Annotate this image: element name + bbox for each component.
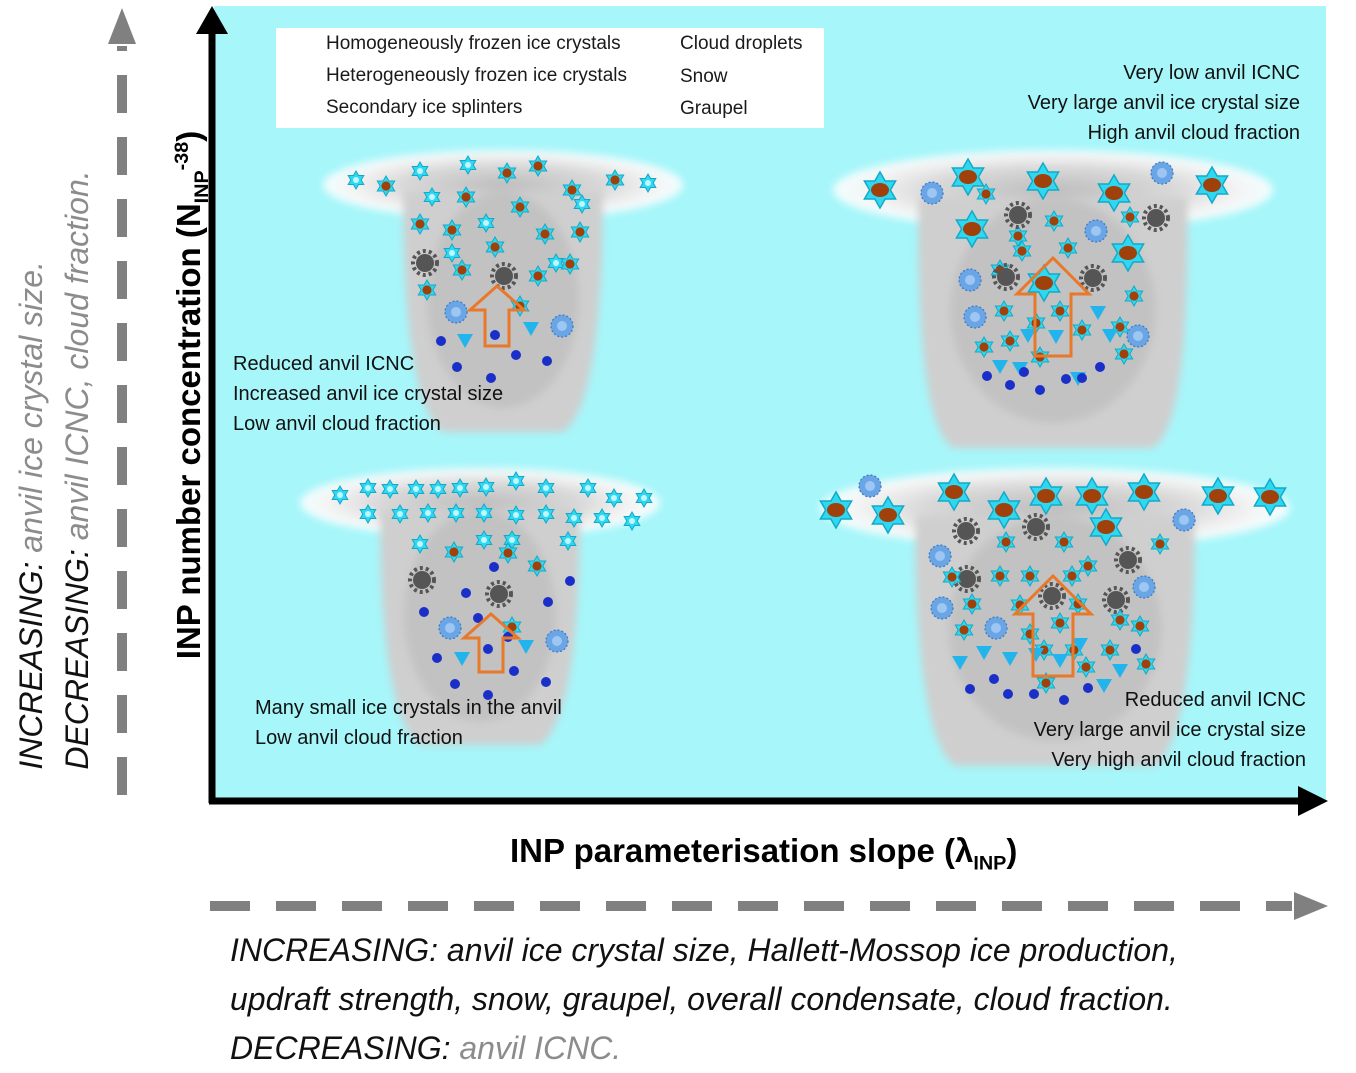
snow-icon — [958, 268, 982, 292]
droplet-icon — [1035, 385, 1045, 395]
snow-icon — [444, 300, 468, 324]
droplet-icon — [489, 562, 499, 572]
snow-icon — [920, 181, 944, 205]
droplet-icon — [1095, 362, 1105, 372]
note-line: Reduced anvil ICNC — [1124, 689, 1306, 711]
droplet-icon — [565, 576, 575, 586]
snow-icon — [1132, 575, 1156, 599]
x-trend-arrowhead — [1294, 892, 1328, 920]
note-top-right: Very low anvil ICNC Very large anvil ice… — [1028, 58, 1300, 148]
droplet-icon — [419, 607, 429, 617]
snow-icon — [984, 616, 1008, 640]
x-trend-increasing-label: INCREASING: — [230, 932, 439, 968]
droplet-icon — [1005, 380, 1015, 390]
x-axis-label: INP parameterisation slope (λINP) — [510, 832, 1018, 875]
x-trend-increasing-line1: anvil ice crystal size, Hallett-Mossop i… — [446, 932, 1178, 968]
y-trend-decreasing-label: DECREASING: — [59, 549, 95, 770]
snow-icon — [1172, 508, 1196, 532]
y-axis-arrowhead — [196, 6, 228, 34]
note-line: Very large anvil ice crystal size — [1027, 92, 1300, 114]
snow-icon — [858, 474, 882, 498]
y-axis-label: INP number concentration (NINP-38) — [170, 130, 213, 660]
legend: Homogeneously frozen ice crystals Hetero… — [276, 28, 824, 128]
x-axis-arrowhead — [1298, 786, 1328, 816]
y-trend-increasing-value: anvil ice crystal size. — [13, 261, 49, 553]
legend-homogeneous: Homogeneously frozen ice crystals — [326, 33, 621, 55]
y-trend-text: INCREASING: anvil ice crystal size. DECR… — [8, 170, 100, 769]
snow-icon — [1150, 161, 1174, 185]
note-line: Very high anvil cloud fraction — [1051, 749, 1306, 771]
legend-heterogeneous: Heterogeneously frozen ice crystals — [326, 65, 627, 87]
note-line: Very large anvil ice crystal size — [1033, 719, 1306, 741]
y-trend-increasing-label: INCREASING: — [13, 561, 49, 770]
droplet-icon — [432, 653, 442, 663]
y-trend-decreasing-value: anvil ICNC, cloud fraction. — [59, 170, 95, 541]
legend-splinters: Secondary ice splinters — [326, 97, 522, 119]
droplet-icon — [509, 666, 519, 676]
updraft-arrow-icon — [466, 283, 528, 348]
droplet-icon — [436, 336, 446, 346]
snow-icon — [1084, 219, 1108, 243]
droplet-icon — [1003, 689, 1013, 699]
droplet-icon — [542, 356, 552, 366]
droplet-icon — [541, 677, 551, 687]
droplet-icon — [490, 330, 500, 340]
note-line: High anvil cloud fraction — [1087, 122, 1300, 144]
snow-icon — [550, 314, 574, 338]
note-line: Reduced anvil ICNC — [233, 353, 415, 375]
snow-icon — [963, 305, 987, 329]
legend-droplets: Cloud droplets — [680, 33, 803, 55]
droplet-icon — [1061, 374, 1071, 384]
snow-icon — [928, 544, 952, 568]
droplet-icon — [543, 597, 553, 607]
snow-icon — [930, 596, 954, 620]
legend-homogeneous-label: Homogeneously frozen ice crystals — [326, 33, 621, 54]
droplet-icon — [483, 644, 493, 654]
legend-heterogeneous-label: Heterogeneously frozen ice crystals — [326, 65, 627, 86]
droplet-icon — [982, 371, 992, 381]
note-bottom-right: Reduced anvil ICNC Very large anvil ice … — [1034, 685, 1306, 775]
droplet-icon — [965, 684, 975, 694]
snow-icon — [545, 629, 569, 653]
note-line: Low anvil cloud fraction — [255, 727, 463, 749]
legend-graupel-label: Graupel — [680, 98, 748, 119]
droplet-icon — [461, 588, 471, 598]
legend-graupel: Graupel — [680, 98, 748, 120]
y-trend-arrowhead — [108, 8, 136, 44]
droplet-icon — [1131, 644, 1141, 654]
droplet-icon — [450, 679, 460, 689]
x-trend-decreasing-value: anvil ICNC. — [459, 1030, 622, 1066]
legend-splinters-label: Secondary ice splinters — [326, 97, 523, 118]
updraft-arrow-icon — [1011, 573, 1095, 678]
note-line: Very low anvil ICNC — [1123, 62, 1300, 84]
note-bottom-left: Many small ice crystals in the anvil Low… — [255, 693, 562, 753]
updraft-arrow-icon — [460, 611, 522, 674]
legend-droplets-label: Cloud droplets — [680, 33, 803, 54]
droplet-icon — [989, 674, 999, 684]
snow-icon — [438, 616, 462, 640]
legend-snow: Snow — [680, 66, 728, 88]
note-line: Increased anvil ice crystal size — [233, 383, 504, 405]
note-line: Low anvil cloud fraction — [233, 413, 441, 435]
droplet-icon — [1019, 367, 1029, 377]
note-line: Many small ice crystals in the anvil — [255, 697, 562, 719]
updraft-arrow-icon — [1013, 255, 1093, 358]
droplet-icon — [511, 350, 521, 360]
x-trend-decreasing-label: DECREASING: — [230, 1030, 451, 1066]
legend-snow-label: Snow — [680, 66, 728, 87]
x-trend-increasing-line2: updraft strength, snow, graupel, overall… — [230, 981, 1173, 1017]
snow-icon — [1126, 324, 1150, 348]
droplet-icon — [1077, 373, 1087, 383]
x-trend-text: INCREASING: anvil ice crystal size, Hall… — [230, 926, 1178, 1073]
note-top-left: Reduced anvil ICNC Increased anvil ice c… — [233, 349, 503, 439]
